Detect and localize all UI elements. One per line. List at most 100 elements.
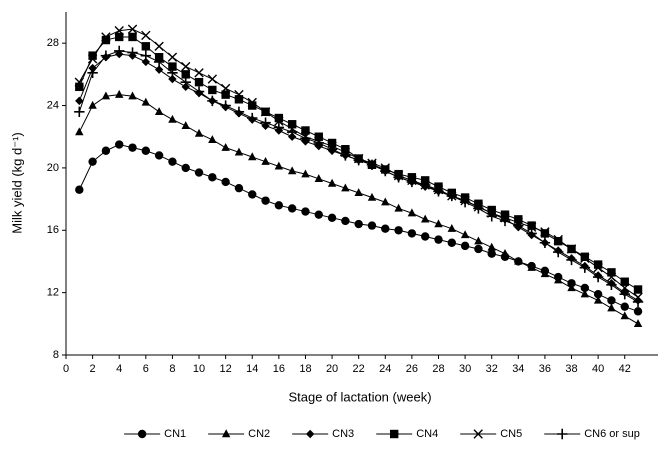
marker (194, 68, 204, 78)
marker (167, 67, 178, 79)
marker (287, 166, 297, 175)
legend-item: CN3 (292, 428, 354, 440)
marker (554, 275, 563, 284)
marker (305, 429, 315, 439)
marker (526, 228, 537, 239)
marker (327, 213, 337, 222)
marker (527, 262, 536, 271)
marker (434, 235, 443, 244)
legend-label: CN1 (164, 428, 186, 440)
marker (499, 215, 511, 227)
marker (607, 296, 616, 305)
marker (420, 214, 430, 223)
marker (88, 51, 97, 60)
marker (115, 32, 124, 42)
x-tick-label: 36 (539, 363, 551, 375)
marker (394, 203, 403, 212)
marker (168, 114, 177, 123)
legend-item: CN6 or sup (544, 428, 640, 440)
marker (341, 145, 350, 154)
marker (287, 120, 297, 129)
marker (154, 107, 164, 115)
marker (128, 143, 137, 152)
x-tick-label: 8 (169, 363, 175, 375)
marker (137, 429, 147, 439)
x-tick-label: 18 (299, 363, 311, 375)
marker (248, 152, 257, 161)
marker (301, 169, 310, 178)
marker (460, 230, 470, 239)
marker (248, 190, 257, 199)
marker (393, 172, 404, 183)
marker (181, 163, 190, 173)
marker (115, 89, 124, 98)
marker (101, 35, 111, 45)
marker (208, 173, 217, 182)
marker (207, 95, 218, 107)
marker (194, 128, 204, 137)
marker (474, 236, 483, 245)
marker (341, 183, 350, 192)
marker (74, 106, 85, 117)
marker (607, 303, 616, 312)
marker (87, 54, 98, 64)
marker (633, 307, 643, 316)
marker (593, 260, 603, 269)
marker (128, 91, 137, 100)
x-tick-label: 22 (353, 363, 365, 375)
marker (75, 185, 84, 194)
marker (633, 319, 643, 328)
marker (389, 429, 399, 439)
marker (474, 244, 483, 254)
marker (620, 311, 629, 320)
legend-item: CN1 (124, 428, 186, 440)
marker (274, 116, 284, 126)
marker (301, 126, 310, 135)
marker (194, 77, 204, 87)
y-tick-label: 24 (47, 99, 59, 111)
marker (540, 269, 550, 278)
marker (87, 67, 98, 79)
marker (327, 178, 337, 187)
x-axis-label: Stage of lactation (week) (288, 389, 431, 404)
marker (341, 216, 350, 226)
marker (167, 52, 178, 62)
marker (88, 157, 97, 166)
marker (580, 252, 590, 261)
legend-label: CN5 (500, 428, 522, 440)
marker (221, 90, 230, 99)
marker (208, 135, 217, 144)
marker (394, 226, 403, 235)
marker (74, 77, 84, 87)
marker (247, 112, 258, 124)
legend-label: CN6 or sup (584, 428, 640, 440)
marker (327, 138, 337, 148)
marker (633, 285, 643, 294)
marker (141, 97, 151, 106)
marker (273, 122, 285, 133)
marker (540, 227, 550, 237)
x-tick-label: 40 (592, 363, 604, 375)
marker (154, 65, 164, 74)
marker (88, 100, 97, 109)
marker (514, 256, 523, 265)
marker (181, 61, 191, 72)
marker (141, 57, 151, 67)
marker (620, 277, 629, 286)
marker (539, 237, 551, 248)
marker (154, 151, 164, 160)
marker (234, 95, 244, 104)
y-tick-label: 8 (53, 349, 59, 361)
marker (554, 236, 563, 246)
marker (354, 219, 363, 229)
marker (233, 106, 245, 117)
legend-label: CN4 (416, 428, 438, 440)
marker (101, 146, 111, 155)
marker (168, 62, 177, 71)
marker (261, 156, 270, 165)
x-tick-label: 10 (193, 363, 205, 375)
marker (606, 279, 617, 291)
x-tick-label: 4 (116, 363, 122, 375)
x-tick-label: 26 (406, 363, 418, 375)
